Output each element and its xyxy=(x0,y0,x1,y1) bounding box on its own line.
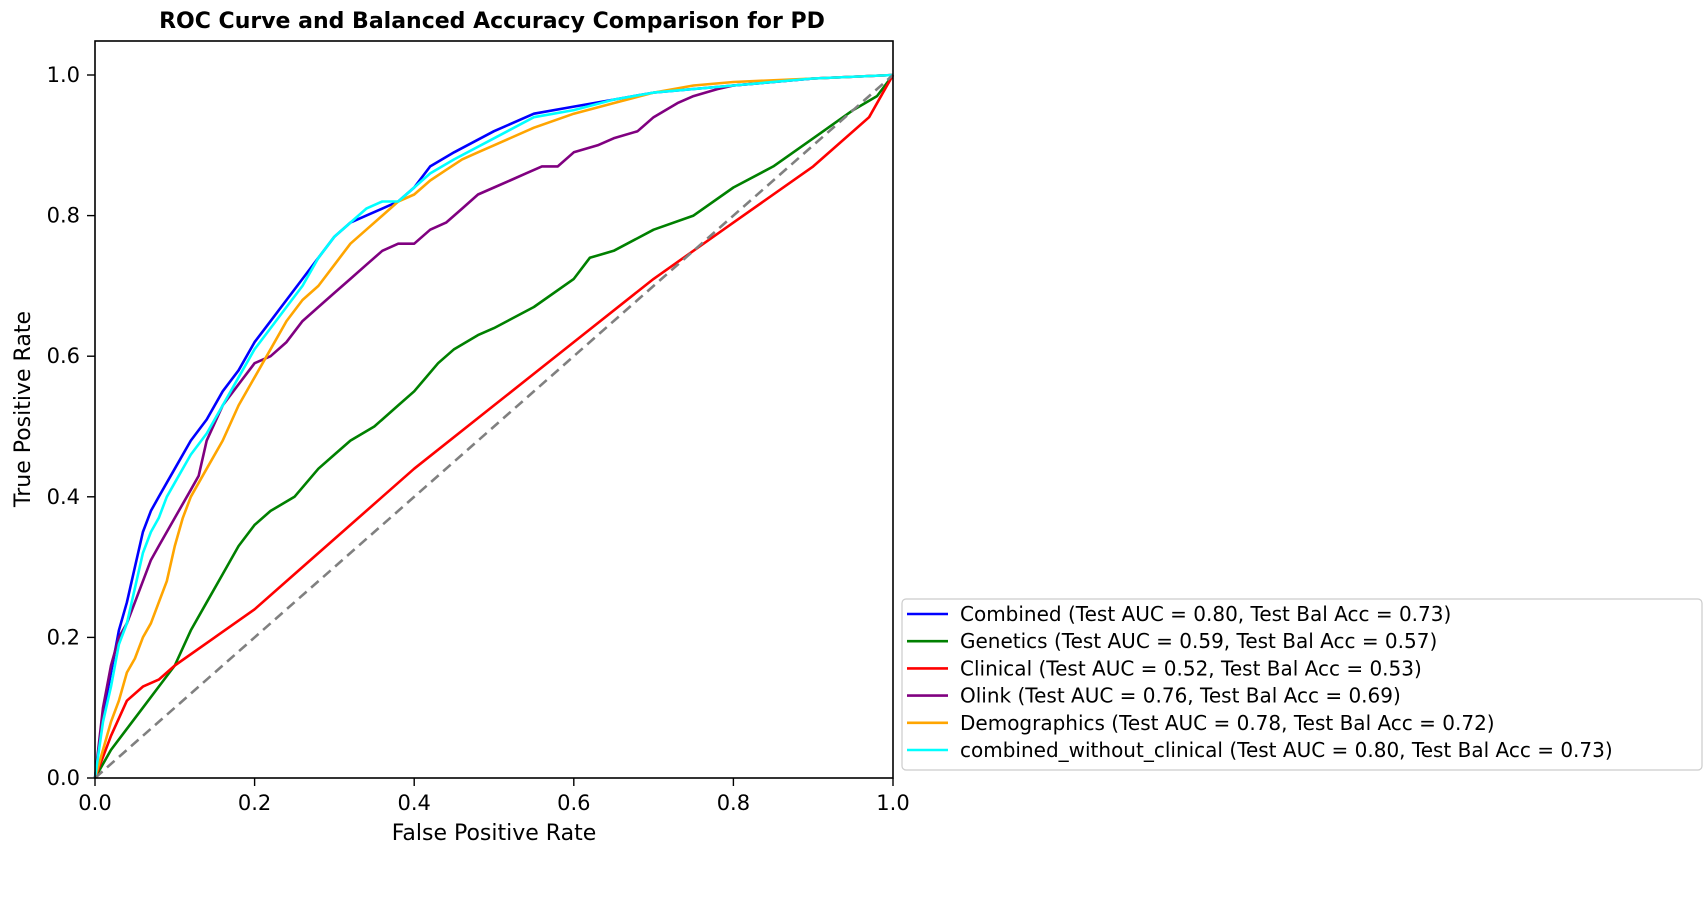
series-line-2 xyxy=(93,74,895,779)
legend-label: Combined (Test AUC = 0.80, Test Bal Acc … xyxy=(960,602,1451,626)
chart-title: ROC Curve and Balanced Accuracy Comparis… xyxy=(159,9,825,34)
x-axis: 0.0 0.2 0.4 0.6 0.8 1.0 xyxy=(78,778,910,815)
y-tick-label: 0.6 xyxy=(47,344,80,368)
series-line-1 xyxy=(93,74,895,779)
y-axis-label: True Positive Rate xyxy=(11,311,36,508)
series-line-4 xyxy=(93,73,894,779)
y-axis: 0.0 0.2 0.4 0.6 0.8 1.0 xyxy=(47,63,95,790)
series-line-5 xyxy=(93,73,894,779)
x-tick-label: 1.0 xyxy=(876,791,909,815)
legend-label: combined_without_clinical (Test AUC = 0.… xyxy=(960,738,1613,762)
chance-diagonal-line xyxy=(94,74,894,779)
legend-label: Clinical (Test AUC = 0.52, Test Bal Acc … xyxy=(960,656,1422,680)
x-axis-label: False Positive Rate xyxy=(392,821,596,846)
legend-label: Demographics (Test AUC = 0.78, Test Bal … xyxy=(960,711,1495,735)
x-tick-label: 0.4 xyxy=(397,791,430,815)
x-tick-label: 0.2 xyxy=(238,791,271,815)
y-tick-label: 0.0 xyxy=(47,766,80,790)
legend-label: Olink (Test AUC = 0.76, Test Bal Acc = 0… xyxy=(960,684,1401,708)
series-line-3 xyxy=(93,73,894,779)
y-tick-label: 0.2 xyxy=(47,625,80,649)
y-tick-label: 0.8 xyxy=(47,204,80,228)
x-tick-label: 0.8 xyxy=(717,791,750,815)
plot-area xyxy=(93,73,895,779)
x-tick-label: 0.6 xyxy=(557,791,590,815)
legend: Combined (Test AUC = 0.80, Test Bal Acc … xyxy=(901,598,1703,771)
y-tick-label: 0.4 xyxy=(47,485,80,509)
legend-box xyxy=(901,598,1703,771)
series-line-0 xyxy=(93,73,894,779)
y-tick-label: 1.0 xyxy=(47,63,80,87)
legend-label: Genetics (Test AUC = 0.59, Test Bal Acc … xyxy=(960,629,1437,653)
x-tick-label: 0.0 xyxy=(78,791,111,815)
axes-frame xyxy=(94,40,894,779)
